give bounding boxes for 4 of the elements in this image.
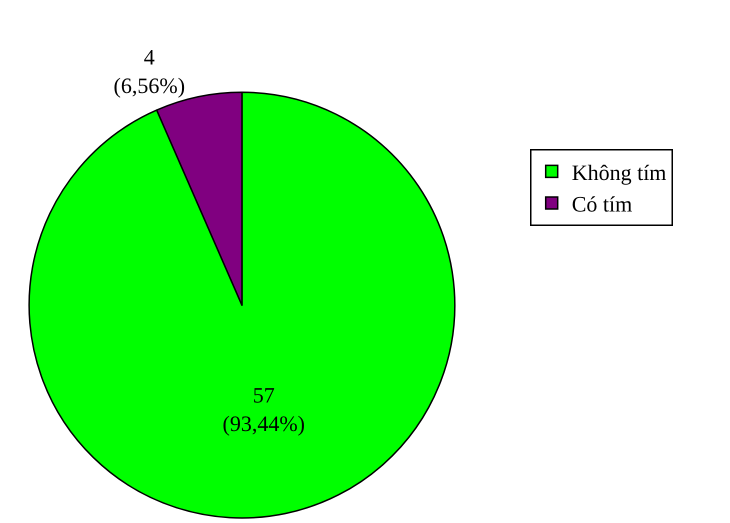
data-label: 57 (93,44%)	[222, 382, 305, 436]
legend-label: Có tím	[572, 192, 632, 217]
legend-label: Không tím	[572, 160, 666, 185]
data-label: 4 (6,56%)	[114, 44, 186, 98]
